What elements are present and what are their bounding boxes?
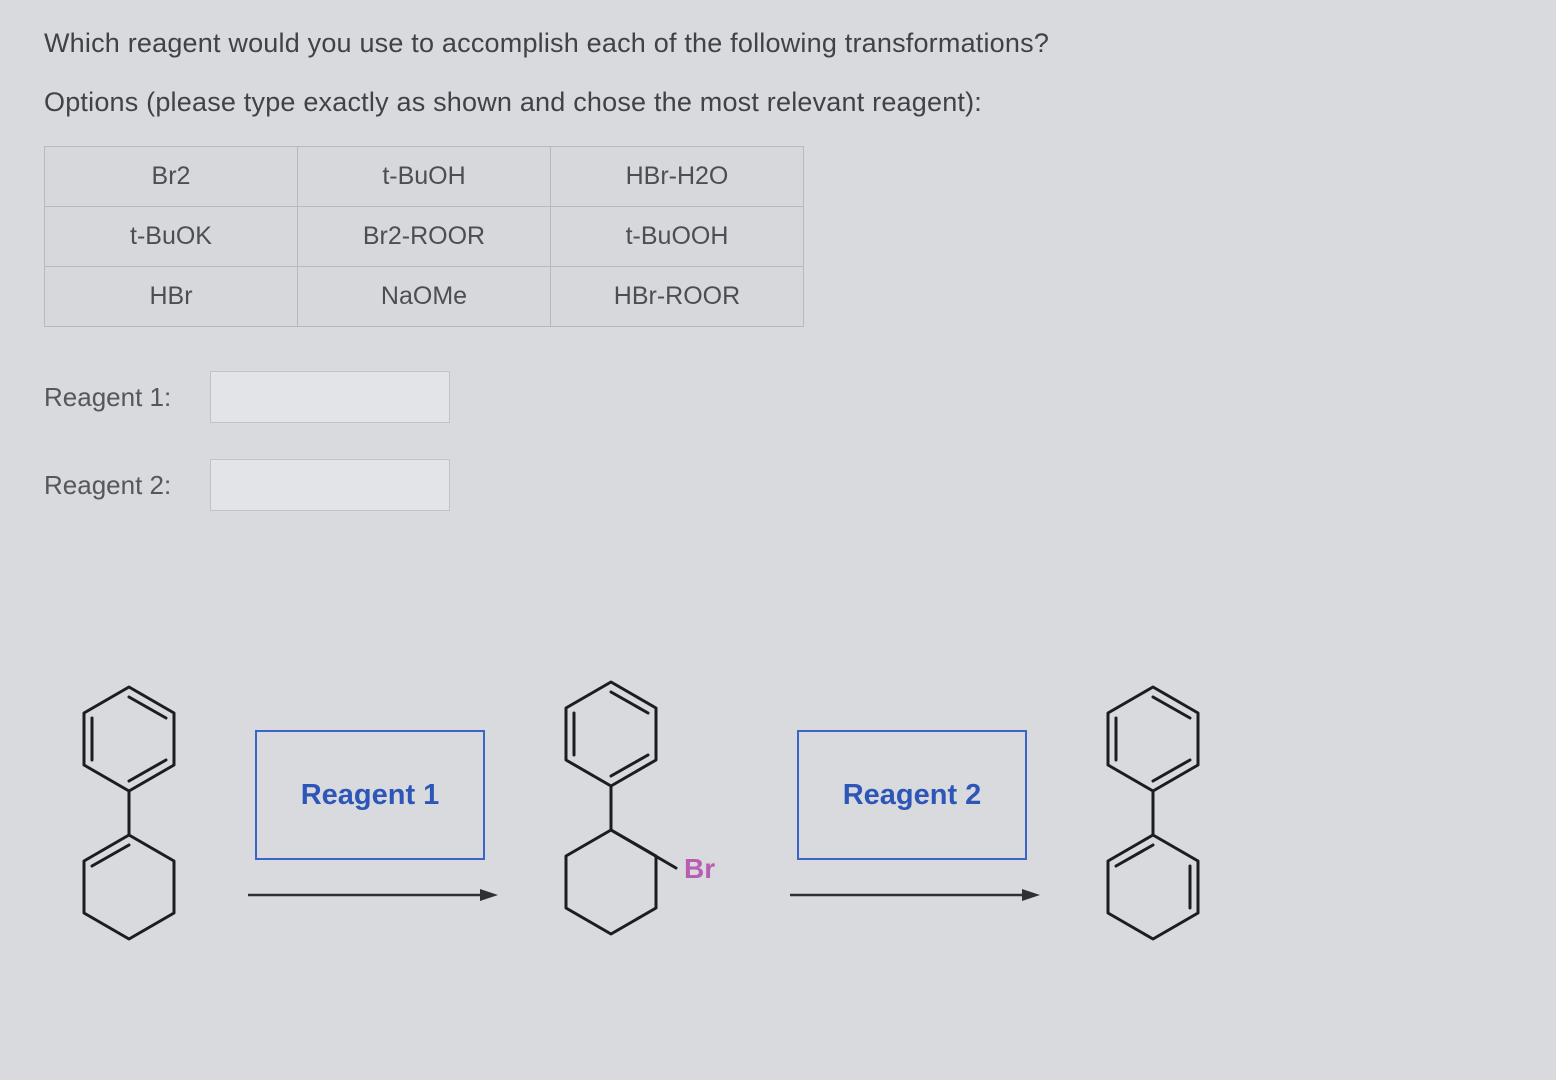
table-row: HBr NaOMe HBr-ROOR <box>45 267 804 327</box>
reagent2-input[interactable] <box>210 459 450 511</box>
option-cell: Br2 <box>45 147 298 207</box>
table-row: t-BuOK Br2-ROOR t-BuOOH <box>45 207 804 267</box>
option-cell: t-BuOK <box>45 207 298 267</box>
reagent1-row: Reagent 1: <box>44 371 1512 423</box>
reagent1-box-text: Reagent 1 <box>301 779 440 812</box>
option-cell: t-BuOOH <box>551 207 804 267</box>
question-line-1: Which reagent would you use to accomplis… <box>44 28 1512 59</box>
reagent1-box: Reagent 1 <box>255 730 485 860</box>
reagent2-box: Reagent 2 <box>797 730 1027 860</box>
option-cell: t-BuOH <box>298 147 551 207</box>
structure-a <box>44 675 214 965</box>
arrow-1-icon <box>240 880 500 910</box>
option-cell: HBr-H2O <box>551 147 804 207</box>
br-label: Br <box>684 853 715 884</box>
option-cell: NaOMe <box>298 267 551 327</box>
reagent2-label: Reagent 2: <box>44 470 194 501</box>
option-cell: HBr <box>45 267 298 327</box>
reaction-scheme: Reagent 1 Br Reagent 2 <box>44 670 1238 970</box>
arrow-2-icon <box>782 880 1042 910</box>
option-cell: HBr-ROOR <box>551 267 804 327</box>
options-table: Br2 t-BuOH HBr-H2O t-BuOK Br2-ROOR t-BuO… <box>44 146 804 327</box>
reagent1-label: Reagent 1: <box>44 382 194 413</box>
reagent1-input[interactable] <box>210 371 450 423</box>
reagent1-group: Reagent 1 <box>240 730 500 910</box>
reagent2-box-text: Reagent 2 <box>843 779 982 812</box>
table-row: Br2 t-BuOH HBr-H2O <box>45 147 804 207</box>
option-cell: Br2-ROOR <box>298 207 551 267</box>
structure-c <box>1068 675 1238 965</box>
reagent2-row: Reagent 2: <box>44 459 1512 511</box>
structure-b: Br <box>526 670 756 970</box>
question-line-2: Options (please type exactly as shown an… <box>44 87 1512 118</box>
reagent2-group: Reagent 2 <box>782 730 1042 910</box>
